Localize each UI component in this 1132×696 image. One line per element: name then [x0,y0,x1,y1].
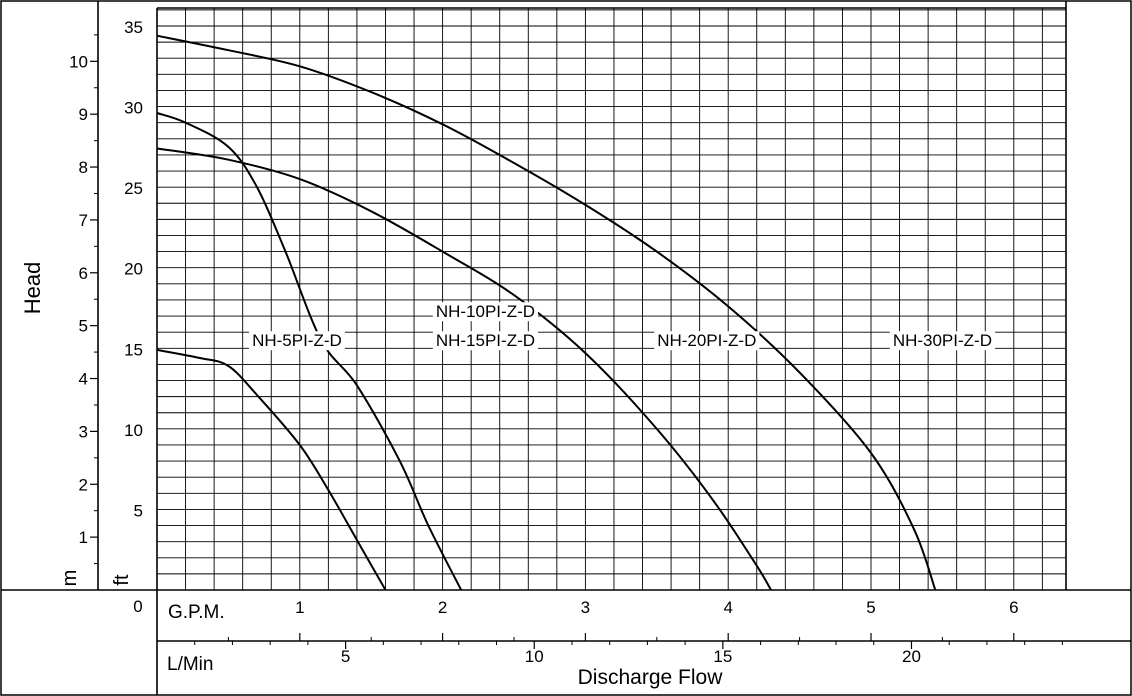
y-m-tick-label: 3 [79,422,88,441]
pump-curve [157,149,771,591]
x-lmin-tick-label: 10 [525,647,544,666]
y-m-tick-label: 9 [79,105,88,124]
x-gpm-tick-label: 2 [438,598,447,617]
y-ft-tick-label: 10 [124,421,143,440]
x-lmin-tick-label: 15 [713,647,732,666]
pump-curves [157,36,935,590]
y-m-tick-label: 5 [79,317,88,336]
curve-label: NH-30PI-Z-D [893,331,992,350]
pump-curve [157,113,461,590]
y-ft-tick-label: 35 [124,18,143,37]
y-ft-tick-label: 5 [134,501,143,520]
m-unit-label: m [59,570,81,587]
y-ft-tick-label: 30 [124,99,143,118]
x-gpm-tick-label: 0 [133,597,142,616]
gpm-unit-label: G.P.M. [168,602,225,623]
y-m-tick-label: 10 [69,52,88,71]
curve-label: NH-10PI-Z-D [436,302,535,321]
y-m-tick-label: 6 [79,264,88,283]
y-m-tick-label: 7 [79,211,88,230]
pump-curve [157,36,935,590]
curve-label: NH-5PI-Z-D [252,331,342,350]
y-ft-tick-label: 25 [124,179,143,198]
x-gpm-tick-label: 3 [581,598,590,617]
y-m-tick-label: 2 [79,475,88,494]
curve-label: NH-20PI-Z-D [657,331,756,350]
y-m-tick-label: 1 [79,528,88,547]
ft-unit-label: ft [111,574,133,586]
x-lmin-tick-label: 20 [902,647,921,666]
x-gpm-tick-label: 1 [295,598,304,617]
x-lmin-tick-label: 5 [341,647,350,666]
x-gpm-tick-label: 4 [723,598,732,617]
plot-grid [157,8,1066,590]
y-m-tick-label: 4 [79,370,88,389]
y-ft-tick-label: 20 [124,260,143,279]
x-axis-title: Discharge Flow [578,666,724,689]
y-ft-tick-label: 15 [124,340,143,359]
x-gpm-tick-label: 5 [866,598,875,617]
y-axis-title: Head [20,262,45,315]
curve-label: NH-15PI-Z-D [436,331,535,350]
x-gpm-tick-label: 6 [1009,598,1018,617]
y-m-tick-label: 8 [79,158,88,177]
lmin-unit-label: L/Min [167,654,213,675]
curve-labels: NH-5PI-Z-D NH-10PI-Z-D NH-15PI-Z-D NH-20PI-… [249,302,995,350]
